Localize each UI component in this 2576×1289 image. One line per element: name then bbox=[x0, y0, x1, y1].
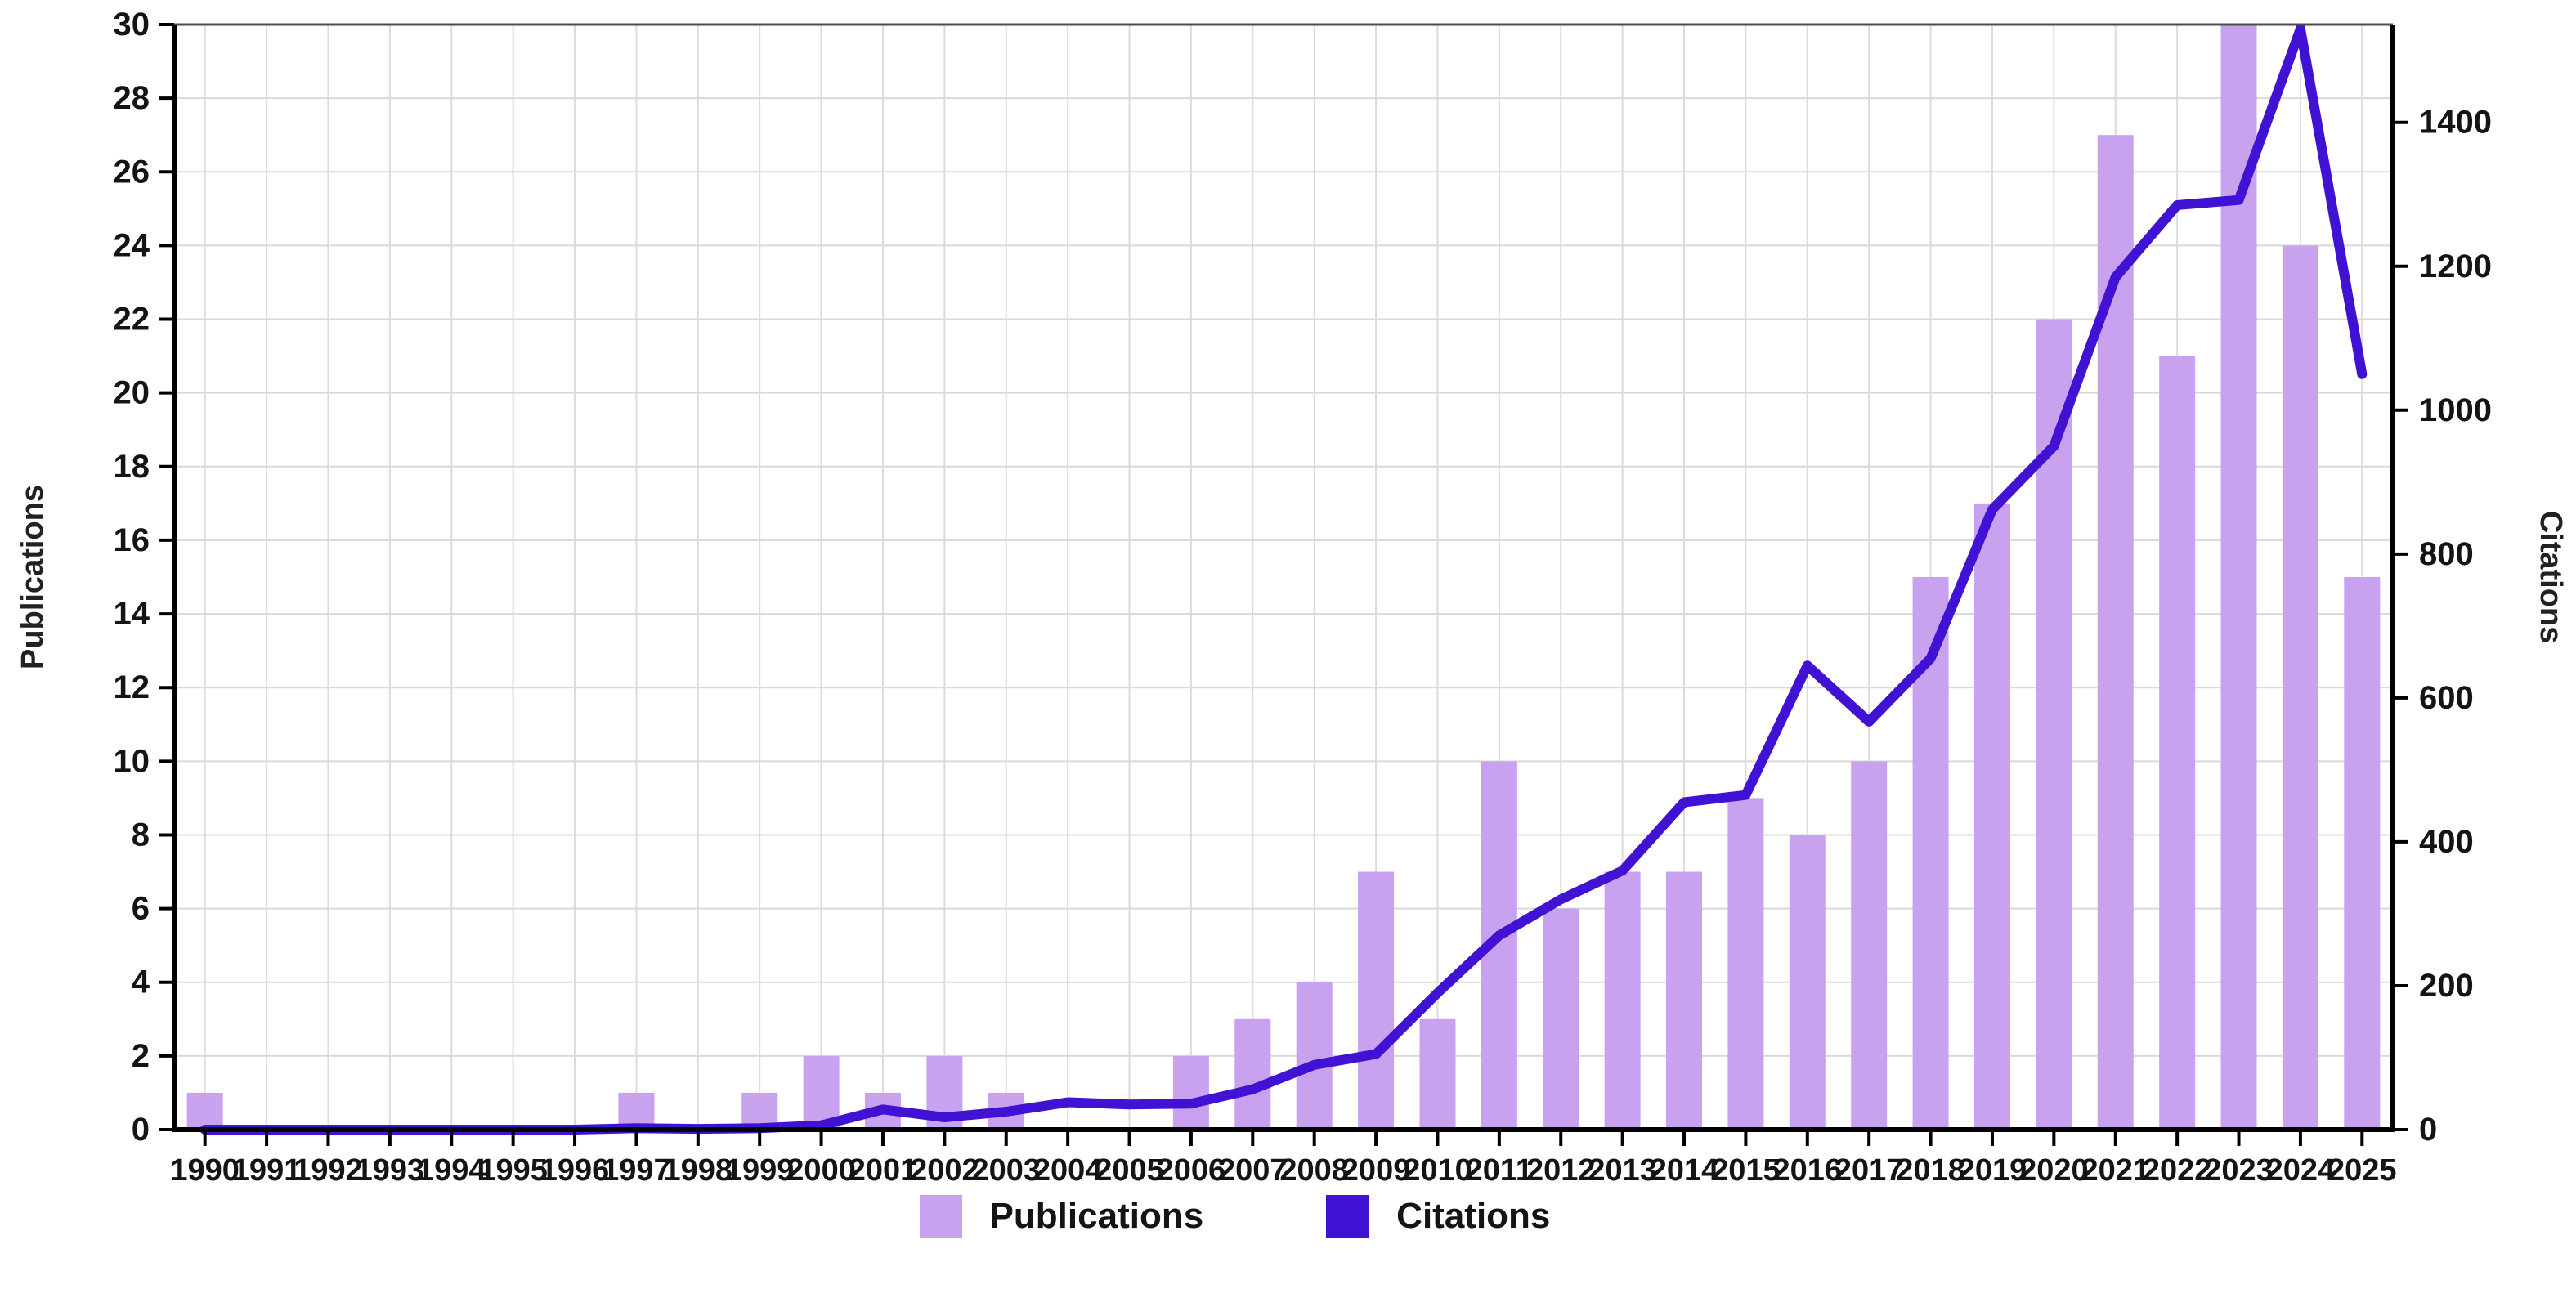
right-tick-label: 400 bbox=[2419, 824, 2474, 860]
x-tick-label-1998: 1998 bbox=[664, 1153, 733, 1188]
x-tick-label-1997: 1997 bbox=[602, 1153, 671, 1188]
x-tick-label-1994: 1994 bbox=[417, 1153, 486, 1188]
right-tick-label: 0 bbox=[2419, 1112, 2437, 1148]
bar-2008 bbox=[1296, 982, 1333, 1130]
left-tick-label: 26 bbox=[114, 154, 150, 190]
x-tick-label-1999: 1999 bbox=[725, 1153, 795, 1188]
x-tick-label-2009: 2009 bbox=[1342, 1153, 1411, 1188]
axis-tick-labels: 0246810121416182022242628300200400600800… bbox=[114, 7, 2492, 1188]
x-tick-label-2016: 2016 bbox=[1773, 1153, 1843, 1188]
x-tick-label-1991: 1991 bbox=[232, 1153, 302, 1188]
left-tick-label: 28 bbox=[114, 80, 150, 116]
publications-bars bbox=[186, 25, 2381, 1130]
x-tick-label-2003: 2003 bbox=[971, 1153, 1041, 1188]
legend: Publications Citations bbox=[0, 1195, 2470, 1238]
x-tick-label-2008: 2008 bbox=[1279, 1153, 1349, 1188]
left-axis-title: Publications bbox=[16, 485, 50, 669]
right-tick-label: 200 bbox=[2419, 968, 2474, 1004]
bar-2007 bbox=[1234, 1018, 1271, 1130]
bar-2016 bbox=[1789, 835, 1826, 1130]
left-tick-label: 16 bbox=[114, 522, 150, 558]
bar-2012 bbox=[1543, 908, 1579, 1130]
x-tick-label-2011: 2011 bbox=[1466, 1153, 1533, 1188]
x-tick-label-2024: 2024 bbox=[2266, 1153, 2336, 1188]
x-tick-label-2014: 2014 bbox=[1650, 1153, 1719, 1188]
bar-2013 bbox=[1604, 871, 1641, 1130]
axes-frame bbox=[172, 23, 2395, 1132]
bar-2022 bbox=[2159, 356, 2196, 1130]
bar-2023 bbox=[2220, 25, 2257, 1130]
left-tick-label: 10 bbox=[114, 743, 150, 779]
left-tick-label: 0 bbox=[132, 1112, 150, 1148]
x-tick-label-2013: 2013 bbox=[1588, 1153, 1657, 1188]
x-tick-label-2020: 2020 bbox=[2019, 1153, 2089, 1188]
left-tick-label: 24 bbox=[114, 227, 150, 263]
x-tick-label-2007: 2007 bbox=[1218, 1153, 1288, 1188]
x-tick-label-1992: 1992 bbox=[293, 1153, 363, 1188]
x-tick-label-2025: 2025 bbox=[2327, 1153, 2397, 1188]
x-tick-label-1995: 1995 bbox=[478, 1153, 548, 1188]
x-tick-label-2018: 2018 bbox=[1896, 1153, 1965, 1188]
legend-item-publications: Publications bbox=[919, 1195, 1204, 1238]
citations-legend-swatch bbox=[1326, 1195, 1369, 1238]
bar-2014 bbox=[1666, 871, 1703, 1130]
bar-2025 bbox=[2344, 577, 2381, 1130]
left-tick-label: 6 bbox=[132, 891, 150, 927]
left-tick-label: 30 bbox=[114, 7, 150, 43]
bar-2015 bbox=[1727, 798, 1764, 1130]
axis-ticks bbox=[159, 23, 2408, 1146]
x-tick-label-1996: 1996 bbox=[540, 1153, 610, 1188]
bar-2010 bbox=[1419, 1018, 1456, 1130]
right-axis-title: Citations bbox=[2533, 511, 2568, 644]
x-tick-label-2023: 2023 bbox=[2204, 1153, 2274, 1188]
right-tick-label: 1400 bbox=[2419, 105, 2492, 141]
bar-2009 bbox=[1358, 871, 1395, 1130]
bar-2017 bbox=[1851, 761, 1888, 1130]
x-tick-label-2006: 2006 bbox=[1157, 1153, 1226, 1188]
bar-2006 bbox=[1172, 1055, 1209, 1130]
right-tick-label: 1200 bbox=[2419, 248, 2492, 284]
right-tick-label: 1000 bbox=[2419, 392, 2492, 428]
left-tick-label: 18 bbox=[114, 449, 150, 485]
left-tick-label: 20 bbox=[114, 375, 150, 411]
x-tick-label-1990: 1990 bbox=[170, 1153, 240, 1188]
left-tick-label: 14 bbox=[114, 596, 150, 632]
left-tick-label: 22 bbox=[114, 302, 150, 338]
right-tick-label: 800 bbox=[2419, 536, 2474, 572]
publications-legend-swatch bbox=[919, 1195, 962, 1238]
left-tick-label: 2 bbox=[132, 1038, 150, 1074]
x-tick-label-2021: 2021 bbox=[2081, 1153, 2150, 1188]
legend-item-citations: Citations bbox=[1326, 1195, 1550, 1238]
x-tick-label-2017: 2017 bbox=[1835, 1153, 1904, 1188]
left-tick-label: 8 bbox=[132, 817, 150, 853]
left-tick-label: 12 bbox=[114, 669, 150, 705]
x-tick-label-1993: 1993 bbox=[356, 1153, 425, 1188]
x-tick-label-2002: 2002 bbox=[910, 1153, 979, 1188]
x-tick-label-2012: 2012 bbox=[1526, 1153, 1596, 1188]
citations-legend-label: Citations bbox=[1396, 1196, 1551, 1236]
x-tick-label-2019: 2019 bbox=[1958, 1153, 2027, 1188]
x-tick-label-2010: 2010 bbox=[1403, 1153, 1472, 1188]
right-tick-label: 600 bbox=[2419, 680, 2474, 716]
bar-1990 bbox=[186, 1092, 223, 1130]
x-tick-label-2004: 2004 bbox=[1033, 1153, 1103, 1188]
x-tick-label-2022: 2022 bbox=[2143, 1153, 2212, 1188]
x-tick-label-2015: 2015 bbox=[1711, 1153, 1781, 1188]
x-tick-label-2001: 2001 bbox=[849, 1153, 918, 1188]
bar-2019 bbox=[1973, 503, 2010, 1130]
bar-2024 bbox=[2282, 245, 2318, 1130]
x-tick-label-2005: 2005 bbox=[1095, 1153, 1164, 1188]
x-tick-label-2000: 2000 bbox=[786, 1153, 856, 1188]
publications-legend-label: Publications bbox=[989, 1196, 1204, 1236]
left-tick-label: 4 bbox=[132, 965, 150, 1000]
